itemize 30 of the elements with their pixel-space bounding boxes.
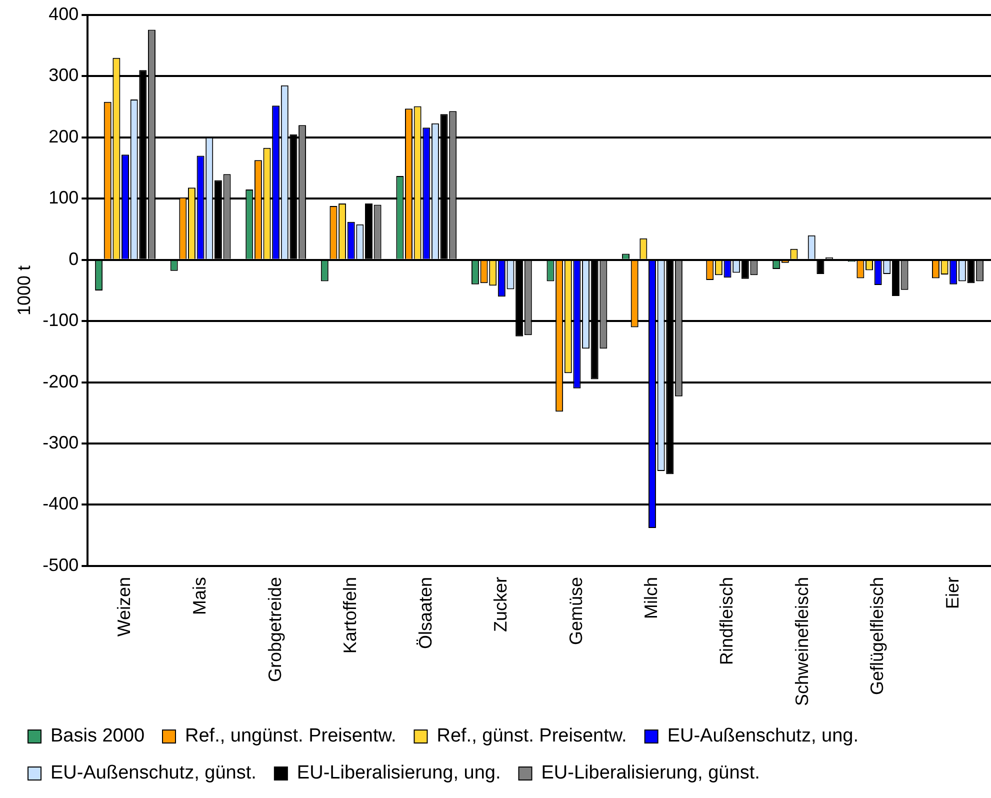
x-tick-label: Ölsaaten xyxy=(415,576,436,649)
legend-label: EU-Außenschutz, günst. xyxy=(50,762,256,784)
x-tick-label: Kartoffeln xyxy=(340,576,360,654)
y-tick-label: -100 xyxy=(42,310,79,330)
x-tick-label: Eier xyxy=(942,576,962,609)
legend-label: Ref., günst. Preisentw. xyxy=(436,726,627,747)
legend-label: Basis 2000 xyxy=(50,726,145,747)
y-tick-label: 0 xyxy=(68,248,79,269)
x-tick-label: Rindfleisch xyxy=(716,576,736,665)
y-tick-label: -400 xyxy=(42,494,79,514)
x-tick-label: Geflügelfleisch xyxy=(867,576,888,696)
y-tick-label: 100 xyxy=(48,188,79,208)
x-tick-label: Schweinefleisch xyxy=(792,576,812,706)
y-tick-label: -500 xyxy=(42,554,79,575)
x-tick-label: Grobgetreide xyxy=(264,576,285,682)
y-tick-label: 400 xyxy=(48,4,79,24)
legend-label: EU-Liberalisierung, günst. xyxy=(541,762,760,784)
x-tick-label: Weizen xyxy=(114,576,134,637)
legend-label: EU-Liberalisierung, ung. xyxy=(296,762,501,784)
y-tick-label: 300 xyxy=(48,65,79,86)
x-tick-label: Mais xyxy=(190,576,210,615)
x-tick-label: Milch xyxy=(641,576,662,619)
y-tick-label: -200 xyxy=(42,371,79,392)
y-tick-label: -300 xyxy=(42,432,79,452)
legend-label: EU-Außenschutz, ung. xyxy=(667,726,858,747)
x-tick-label: Gemüse xyxy=(566,576,586,645)
legend-label: Ref., ungünst. Preisentw. xyxy=(185,726,396,747)
x-tick-label: Zucker xyxy=(490,576,511,632)
y-tick-label: 200 xyxy=(48,126,79,146)
y-axis-title: 1000 t xyxy=(14,265,34,316)
